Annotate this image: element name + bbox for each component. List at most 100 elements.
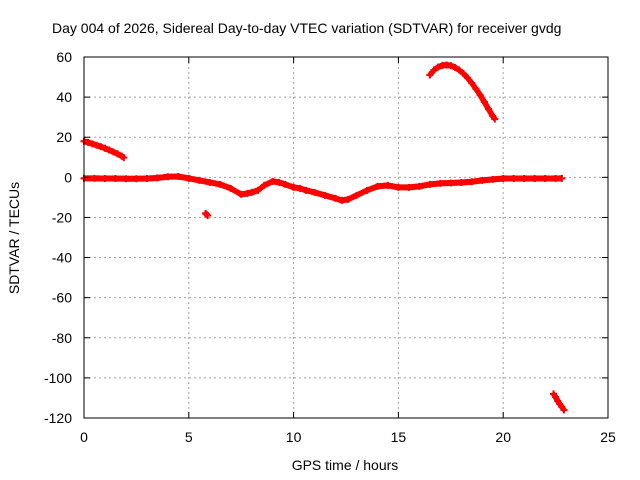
x-tick-label: 20: [495, 429, 511, 445]
data-point: [88, 140, 96, 148]
data-point: [384, 181, 392, 189]
y-tick-label: -20: [52, 209, 72, 225]
x-tick-label: 0: [80, 429, 88, 445]
y-tick-label: 40: [56, 89, 72, 105]
data-point: [302, 186, 310, 194]
data-point: [216, 180, 224, 188]
data-point: [451, 63, 459, 71]
data-point: [281, 180, 289, 188]
data-point: [478, 176, 486, 184]
data-point: [164, 173, 172, 181]
data-point: [415, 182, 423, 190]
data-point: [204, 211, 212, 219]
y-tick-label: -100: [44, 370, 72, 386]
data-point: [105, 146, 113, 154]
series-arc-peak: [426, 61, 499, 123]
data-point: [560, 406, 568, 414]
x-tick-label: 5: [185, 429, 193, 445]
data-point: [499, 175, 507, 183]
data-point: [472, 85, 480, 93]
data-point: [275, 178, 283, 186]
y-tick-label: -80: [52, 330, 72, 346]
x-tick-label: 25: [600, 429, 616, 445]
data-point: [101, 144, 109, 152]
data-point: [531, 175, 539, 183]
data-point: [468, 79, 476, 87]
data-point: [195, 176, 203, 184]
data-point: [185, 174, 193, 182]
data-point: [332, 194, 340, 202]
data-point: [352, 191, 360, 199]
data-point: [455, 66, 463, 74]
data-point: [558, 174, 566, 182]
data-point: [541, 175, 549, 183]
data-point: [93, 141, 101, 149]
data-point: [206, 178, 214, 186]
data-point: [269, 177, 277, 185]
data-point: [90, 174, 98, 182]
data-point: [491, 115, 499, 123]
data-point: [485, 105, 493, 113]
tick-label-layer: 0 5 10 15 20 25 -120 -100 -80 -60 -40 -20 0 20 40 60: [44, 49, 616, 445]
y-tick-label: 20: [56, 129, 72, 145]
data-point: [143, 175, 151, 183]
data-point: [132, 175, 140, 183]
data-point: [321, 191, 329, 199]
data-point: [426, 71, 434, 79]
data-point: [290, 183, 298, 191]
data-point: [480, 98, 488, 106]
data-point: [520, 175, 528, 183]
data-point: [447, 179, 455, 187]
data-point: [338, 196, 346, 204]
series-isolated: [202, 209, 212, 219]
tick-layer: [83, 56, 609, 419]
data-point: [237, 190, 245, 198]
data-layer: [80, 61, 568, 414]
data-point: [363, 186, 371, 194]
grid-layer: [84, 57, 608, 418]
data-point: [111, 175, 119, 183]
data-point: [447, 62, 455, 70]
data-point: [114, 150, 122, 158]
data-point: [436, 179, 444, 187]
data-point: [203, 210, 211, 218]
data-point: [430, 66, 438, 74]
data-point: [426, 180, 434, 188]
series-arc-end: [550, 390, 568, 414]
data-point: [457, 179, 465, 187]
data-point: [510, 175, 518, 183]
data-point: [552, 175, 560, 183]
data-point: [344, 195, 352, 203]
x-tick-label: 10: [286, 429, 302, 445]
x-axis-label: GPS time / hours: [292, 457, 399, 473]
data-point: [489, 175, 497, 183]
data-point: [296, 184, 304, 192]
series-baseline: [80, 173, 566, 204]
data-point: [405, 183, 413, 191]
data-point: [552, 393, 560, 401]
data-point: [248, 188, 256, 196]
data-point: [227, 184, 235, 192]
plot-frame: [83, 56, 609, 419]
data-point: [468, 178, 476, 186]
data-point: [260, 181, 268, 189]
data-point: [459, 69, 467, 77]
data-point: [476, 91, 484, 99]
chart-title: Day 004 of 2026, Sidereal Day-to-day VTE…: [52, 20, 561, 36]
y-tick-label: 60: [56, 49, 72, 65]
data-point: [311, 188, 319, 196]
y-tick-label: -60: [52, 290, 72, 306]
data-point: [174, 173, 182, 181]
data-point: [394, 183, 402, 191]
data-point: [122, 175, 130, 183]
data-point: [243, 189, 251, 197]
data-point: [120, 154, 128, 162]
y-tick-label: -120: [44, 410, 72, 426]
data-point: [97, 143, 105, 151]
data-point: [109, 148, 117, 156]
y-axis-label: SDTVAR / TECUs: [6, 182, 22, 294]
y-tick-label: 0: [64, 169, 72, 185]
data-point: [434, 63, 442, 71]
